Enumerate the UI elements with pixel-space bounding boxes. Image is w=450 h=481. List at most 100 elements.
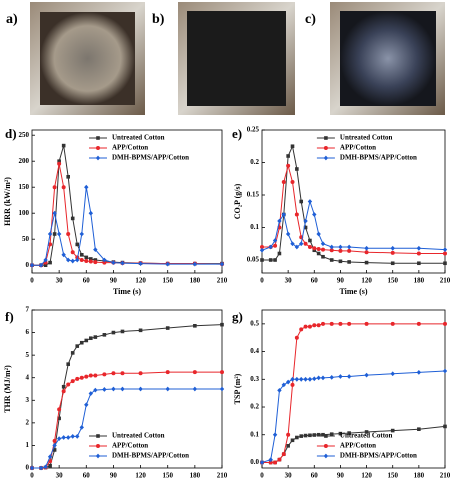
marker bbox=[312, 376, 317, 382]
x-tick-label: 120 bbox=[135, 472, 146, 480]
marker bbox=[347, 248, 352, 253]
marker bbox=[316, 231, 321, 237]
marker bbox=[102, 387, 107, 392]
marker bbox=[102, 260, 107, 265]
marker bbox=[48, 463, 52, 468]
marker bbox=[79, 231, 84, 237]
y-tick-label: 0.4 bbox=[250, 347, 259, 355]
y-tick-label: 150 bbox=[19, 183, 30, 191]
marker bbox=[390, 261, 395, 266]
marker bbox=[303, 324, 308, 329]
marker bbox=[290, 241, 295, 247]
marker bbox=[57, 416, 61, 421]
marker bbox=[299, 376, 304, 382]
legend-marker bbox=[96, 434, 100, 438]
x-tick-label: 30 bbox=[56, 472, 64, 480]
marker bbox=[303, 241, 308, 246]
marker bbox=[84, 259, 89, 264]
marker bbox=[79, 340, 84, 345]
marker bbox=[338, 259, 343, 264]
series-line bbox=[32, 163, 223, 266]
marker bbox=[93, 258, 98, 262]
marker bbox=[390, 321, 395, 326]
marker bbox=[219, 386, 225, 392]
legend-marker bbox=[324, 136, 328, 140]
marker bbox=[417, 427, 421, 431]
marker bbox=[364, 321, 369, 326]
legend-label: Untreated Cotton bbox=[340, 134, 393, 142]
panel-label: c) bbox=[305, 12, 316, 27]
legend-label: Untreated Cotton bbox=[112, 432, 165, 440]
marker bbox=[299, 434, 304, 438]
marker bbox=[165, 261, 170, 267]
y-tick-label: 4 bbox=[26, 373, 30, 381]
marker bbox=[416, 369, 422, 375]
marker bbox=[321, 321, 325, 326]
marker bbox=[47, 454, 53, 460]
marker bbox=[57, 407, 62, 412]
marker bbox=[84, 255, 89, 260]
panel-label: a) bbox=[6, 12, 18, 27]
marker bbox=[84, 184, 89, 190]
marker bbox=[303, 225, 308, 230]
marker bbox=[316, 432, 321, 437]
plot-frame bbox=[261, 309, 446, 469]
marker bbox=[443, 321, 447, 326]
marker bbox=[290, 376, 295, 382]
marker bbox=[338, 321, 343, 326]
marker bbox=[416, 251, 421, 256]
y-tick-label: 0 bbox=[26, 261, 30, 269]
marker bbox=[56, 436, 62, 442]
marker bbox=[442, 368, 448, 374]
marker bbox=[347, 321, 352, 326]
legend-label: Untreated Cotton bbox=[112, 134, 165, 142]
marker bbox=[66, 382, 71, 387]
marker bbox=[277, 387, 282, 393]
marker bbox=[120, 386, 125, 392]
marker bbox=[88, 259, 93, 264]
y-tick-label: 100 bbox=[19, 209, 30, 217]
marker bbox=[48, 260, 52, 265]
y-tick-label: 50 bbox=[22, 235, 30, 243]
marker bbox=[89, 336, 93, 341]
marker bbox=[390, 371, 395, 377]
marker bbox=[273, 258, 277, 262]
marker bbox=[165, 326, 170, 330]
marker bbox=[52, 185, 57, 190]
x-tick-label: 180 bbox=[414, 472, 425, 480]
marker bbox=[93, 373, 98, 378]
marker bbox=[75, 434, 80, 439]
marker bbox=[320, 375, 326, 381]
marker bbox=[312, 246, 317, 251]
marker bbox=[308, 238, 312, 243]
marker bbox=[294, 335, 299, 340]
marker bbox=[43, 257, 48, 263]
plot-frame bbox=[31, 129, 223, 274]
legend-marker bbox=[324, 434, 328, 438]
marker bbox=[52, 443, 57, 448]
marker bbox=[70, 250, 75, 255]
y-tick-label: 0.1 bbox=[250, 223, 259, 231]
marker bbox=[329, 321, 334, 326]
panel-label: b) bbox=[152, 12, 165, 27]
marker bbox=[268, 244, 273, 250]
marker bbox=[316, 246, 321, 251]
marker bbox=[442, 247, 448, 252]
marker bbox=[290, 438, 295, 443]
marker bbox=[52, 232, 57, 236]
marker bbox=[390, 245, 395, 251]
legend-marker bbox=[323, 155, 329, 161]
marker bbox=[329, 258, 334, 262]
marker bbox=[29, 262, 35, 268]
x-tick-label: 0 bbox=[260, 277, 264, 285]
y-tick-label: 250 bbox=[19, 131, 30, 139]
marker bbox=[93, 247, 98, 252]
marker bbox=[338, 248, 343, 253]
x-tick-label: 60 bbox=[83, 277, 91, 285]
marker bbox=[102, 372, 107, 377]
marker bbox=[84, 338, 89, 343]
marker bbox=[165, 370, 170, 375]
legend-label: APP/Cotton bbox=[112, 144, 148, 152]
x-tick-label: 30 bbox=[56, 277, 64, 285]
x-tick-label: 210 bbox=[440, 277, 450, 285]
